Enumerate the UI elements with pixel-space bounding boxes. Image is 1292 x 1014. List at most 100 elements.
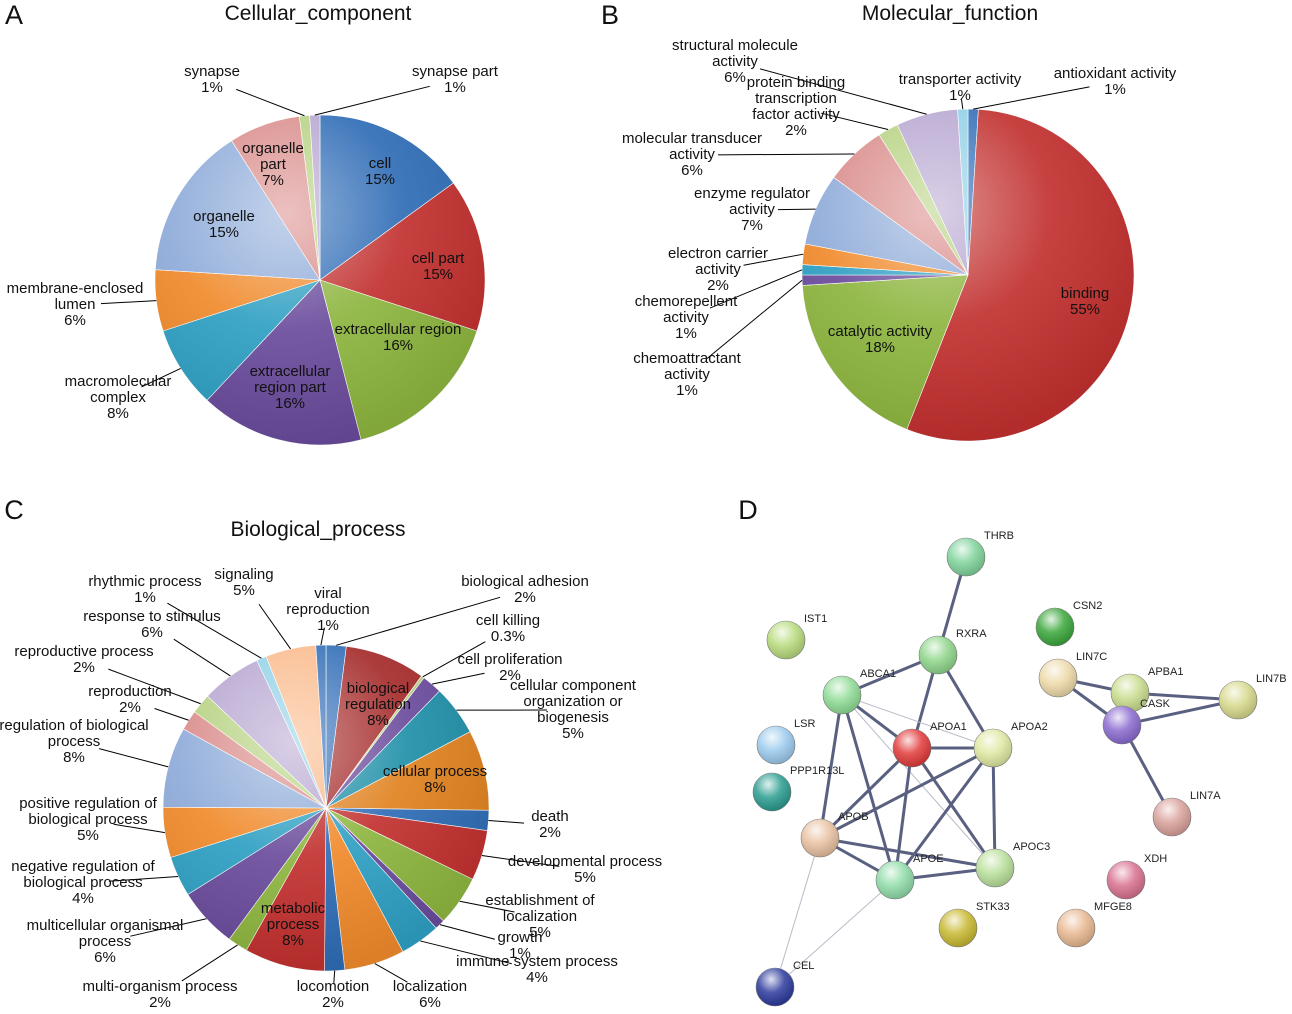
leader-line: [258, 603, 291, 650]
value-label: 2%: [539, 824, 561, 841]
leader-line: [709, 269, 803, 309]
value-label: 5%: [562, 725, 584, 742]
category-name: enzyme regulator activity: [694, 185, 810, 218]
category-name: transporter activity: [898, 71, 1022, 88]
slice-label: viral reproduction 1%: [278, 586, 378, 634]
category-name: cellular component organization or bioge…: [510, 677, 636, 726]
category-name: cell proliferation: [457, 651, 563, 668]
category-name: binding: [1060, 285, 1110, 302]
slice-label: extracellular region 16%: [323, 322, 473, 354]
leader-line: [100, 300, 157, 305]
leader-line: [236, 88, 305, 117]
value-label: 2%: [149, 994, 171, 1011]
slice-label: organelle 15%: [179, 209, 269, 241]
value-label: 0.3%: [490, 628, 526, 645]
node-gloss: [1153, 798, 1191, 836]
category-name: membrane-enclosed lumen: [6, 280, 144, 313]
value-label: 8%: [424, 779, 446, 796]
node-gloss: [1057, 909, 1095, 947]
slice-label: cell 15%: [340, 156, 420, 188]
category-name: viral reproduction: [286, 585, 370, 618]
node-gloss: [1039, 659, 1077, 697]
node-gloss: [876, 861, 914, 899]
node-label: PPP1R13L: [790, 765, 844, 777]
slice-label: chemoattractant activity 1%: [617, 351, 757, 399]
slice-label: biological regulation 8%: [338, 681, 418, 729]
value-label: 6%: [681, 162, 703, 179]
title: Cellular_component: [224, 2, 412, 25]
node-gloss: [893, 729, 931, 767]
slice-label: synapse part 1%: [395, 64, 515, 96]
value-label: 5%: [574, 869, 596, 886]
leader-line: [743, 253, 804, 266]
value-label: 1%: [949, 87, 971, 104]
category-name: reproduction: [88, 683, 172, 700]
category-name: catalytic activity: [827, 323, 933, 340]
slice-label: binding 55%: [1045, 286, 1125, 318]
category-name: locomotion: [296, 978, 370, 995]
node-label: LIN7B: [1256, 673, 1287, 685]
chart-title: Cellular_component: [225, 3, 412, 24]
node-label: RXRA: [956, 628, 987, 640]
node-label: IST1: [804, 613, 827, 625]
category-name: extracellular region part: [249, 363, 331, 396]
node-label: CASK: [1140, 698, 1171, 710]
node-gloss: [823, 676, 861, 714]
category-name: death: [531, 808, 569, 825]
leader-line: [181, 944, 238, 982]
slice-label: cell part 15%: [398, 251, 478, 283]
slice-label: metabolic process 8%: [258, 901, 328, 949]
network-edge: [1121, 698, 1239, 727]
value-label: 1%: [676, 382, 698, 399]
value-label: 7%: [262, 172, 284, 189]
slice-label: establishment of localization 5%: [460, 893, 620, 941]
category-name: signaling: [214, 566, 274, 583]
node-label: APBA1: [1148, 666, 1183, 678]
slice-label: immune system process 4%: [442, 954, 632, 986]
leader-line: [99, 748, 169, 768]
leader-line: [706, 279, 803, 359]
panel: B: [600, 0, 620, 30]
value-label: 6%: [419, 994, 441, 1011]
value-label: 1%: [134, 589, 156, 606]
network-edge: [818, 746, 914, 840]
value-label: 8%: [107, 405, 129, 422]
slice-label: reproduction 2%: [80, 684, 180, 716]
category-name: cell part: [411, 250, 465, 267]
node-label: CEL: [793, 960, 814, 972]
category-name: developmental process: [507, 853, 663, 870]
value-label: 8%: [63, 749, 85, 766]
slice-label: negative regulation of biological proces…: [8, 859, 158, 907]
slice-label: protein binding transcription factor act…: [741, 75, 851, 139]
title: Biological_process: [230, 518, 406, 541]
leader-line: [314, 85, 430, 116]
value-label: 2%: [499, 667, 521, 684]
leader-line: [113, 823, 165, 834]
category-name: negative regulation of biological proces…: [11, 858, 155, 891]
leader-line: [960, 98, 964, 110]
value-label: 6%: [94, 949, 116, 966]
value-label: 4%: [72, 890, 94, 907]
value-label: 1%: [1104, 81, 1126, 98]
category-name: response to stimulus: [83, 608, 221, 625]
network-edge: [774, 879, 896, 988]
category-name: electron carrier activity: [667, 245, 769, 278]
category-name: synapse part: [412, 63, 498, 80]
network-edge: [818, 694, 844, 839]
slice-label: cell proliferation 2%: [445, 652, 575, 684]
category-name: multicellular organismal process: [26, 917, 184, 950]
node-gloss: [756, 968, 794, 1006]
node-gloss: [976, 849, 1014, 887]
value-label: 1%: [201, 79, 223, 96]
node-gloss: [1036, 608, 1074, 646]
chart-title: Biological_process: [230, 519, 405, 540]
slice-label: transporter activity 1%: [885, 72, 1035, 104]
node-gloss: [947, 538, 985, 576]
slice-label: signaling 5%: [209, 567, 279, 599]
node-label: CSN2: [1073, 600, 1102, 612]
value-label: 8%: [282, 932, 304, 949]
category-name: biological adhesion: [461, 573, 589, 590]
leader-line: [173, 638, 231, 677]
category-name: chemoattractant activity: [633, 350, 741, 383]
